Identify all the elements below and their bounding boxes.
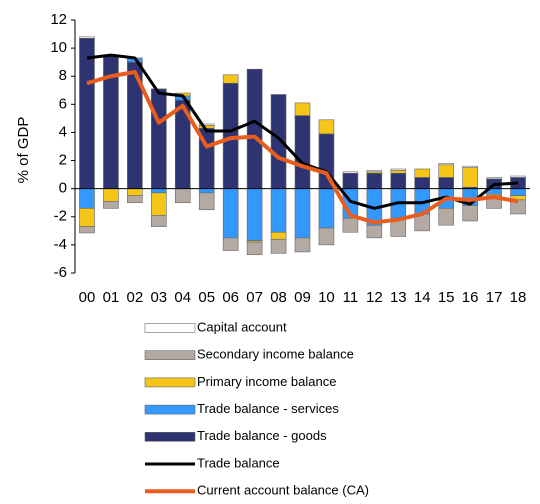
bar (318, 227, 335, 246)
x-tick-label: 09 (294, 289, 311, 306)
bar (103, 188, 119, 202)
x-tick-label: 07 (246, 289, 263, 306)
y-tick-label: 4 (59, 123, 67, 140)
bar (510, 188, 526, 196)
line (86, 70, 519, 225)
bar (510, 175, 526, 178)
bar (79, 188, 95, 209)
bar (198, 192, 215, 211)
y-axis-label: % of GDP (15, 117, 32, 184)
bar (198, 123, 215, 126)
y-tick-label: 6 (59, 95, 67, 112)
bar (79, 37, 95, 189)
bar (222, 237, 239, 251)
bar (79, 36, 95, 39)
bar (438, 208, 454, 226)
bar (438, 177, 454, 189)
bar (366, 224, 383, 239)
bar (270, 231, 287, 240)
legend-swatch (144, 323, 196, 333)
bar (270, 238, 287, 254)
bar (366, 172, 383, 189)
bar (342, 217, 359, 233)
bar (294, 237, 311, 253)
y-tick-label: -2 (54, 208, 67, 225)
bar (414, 177, 431, 189)
legend-swatch (144, 377, 196, 388)
bar (127, 195, 143, 204)
y-tick-label: -6 (54, 264, 67, 281)
bar (294, 115, 311, 189)
y-tick-label: 8 (59, 67, 67, 84)
y-tick-label: 2 (59, 152, 67, 169)
bar (486, 177, 502, 180)
bar (318, 119, 335, 135)
bar (246, 241, 263, 256)
bar (294, 102, 311, 116)
legend-label: Secondary income balance (197, 347, 354, 362)
legend-label: Capital account (197, 319, 287, 334)
bar (462, 205, 478, 222)
bar (270, 188, 287, 233)
bar (318, 188, 335, 229)
legend-label: Primary income balance (197, 374, 336, 389)
bar (198, 188, 215, 194)
x-tick-label: 10 (318, 289, 335, 306)
bar (342, 172, 359, 189)
x-tick-label: 11 (343, 289, 359, 306)
x-tick-label: 04 (174, 289, 191, 306)
legend-label: Trade balance - goods (197, 428, 327, 443)
x-tick-label: 13 (390, 289, 407, 306)
legend-label: Trade balance (197, 455, 280, 470)
legend-swatch (144, 404, 196, 415)
legend-swatch (144, 350, 196, 361)
bar (342, 171, 359, 174)
bar (246, 188, 263, 241)
bar (246, 68, 263, 189)
bar (151, 88, 167, 189)
x-tick-label: 02 (127, 289, 144, 306)
y-tick-label: -4 (54, 236, 67, 253)
bar (151, 192, 167, 216)
bar (79, 226, 95, 234)
bar (222, 74, 239, 84)
bar (79, 208, 95, 227)
y-tick-label: 12 (50, 11, 67, 28)
bar (174, 188, 191, 204)
x-tick-label: 01 (103, 289, 120, 306)
x-tick-label: 03 (150, 289, 167, 306)
bar (438, 163, 454, 166)
x-tick-label: 14 (414, 289, 431, 306)
bar (103, 201, 119, 209)
x-tick-label: 17 (486, 289, 503, 306)
bar (462, 167, 478, 188)
x-tick-label: 08 (270, 289, 287, 306)
x-tick-label: 00 (79, 289, 96, 306)
x-tick-label: 15 (438, 289, 455, 306)
bar (390, 168, 407, 171)
bar (366, 170, 383, 173)
x-tick-label: 05 (198, 289, 215, 306)
bar (390, 170, 407, 174)
x-tick-label: 06 (222, 289, 239, 306)
legend-label: Trade balance - services (197, 401, 339, 416)
x-tick-label: 16 (462, 289, 479, 306)
bar (414, 168, 431, 178)
bar (222, 188, 239, 239)
y-tick-label: 10 (50, 39, 67, 56)
bar (390, 172, 407, 189)
bar (127, 188, 143, 196)
bar (462, 165, 478, 168)
y-tick-label: 0 (59, 180, 67, 197)
bar (151, 215, 167, 227)
legend-label: Current account balance (CA) (197, 483, 369, 498)
bar (438, 164, 454, 178)
bar (151, 188, 167, 194)
bar (294, 188, 311, 239)
x-tick-label: 12 (366, 289, 383, 306)
legend-swatch (144, 431, 196, 442)
x-tick-label: 18 (510, 289, 527, 306)
